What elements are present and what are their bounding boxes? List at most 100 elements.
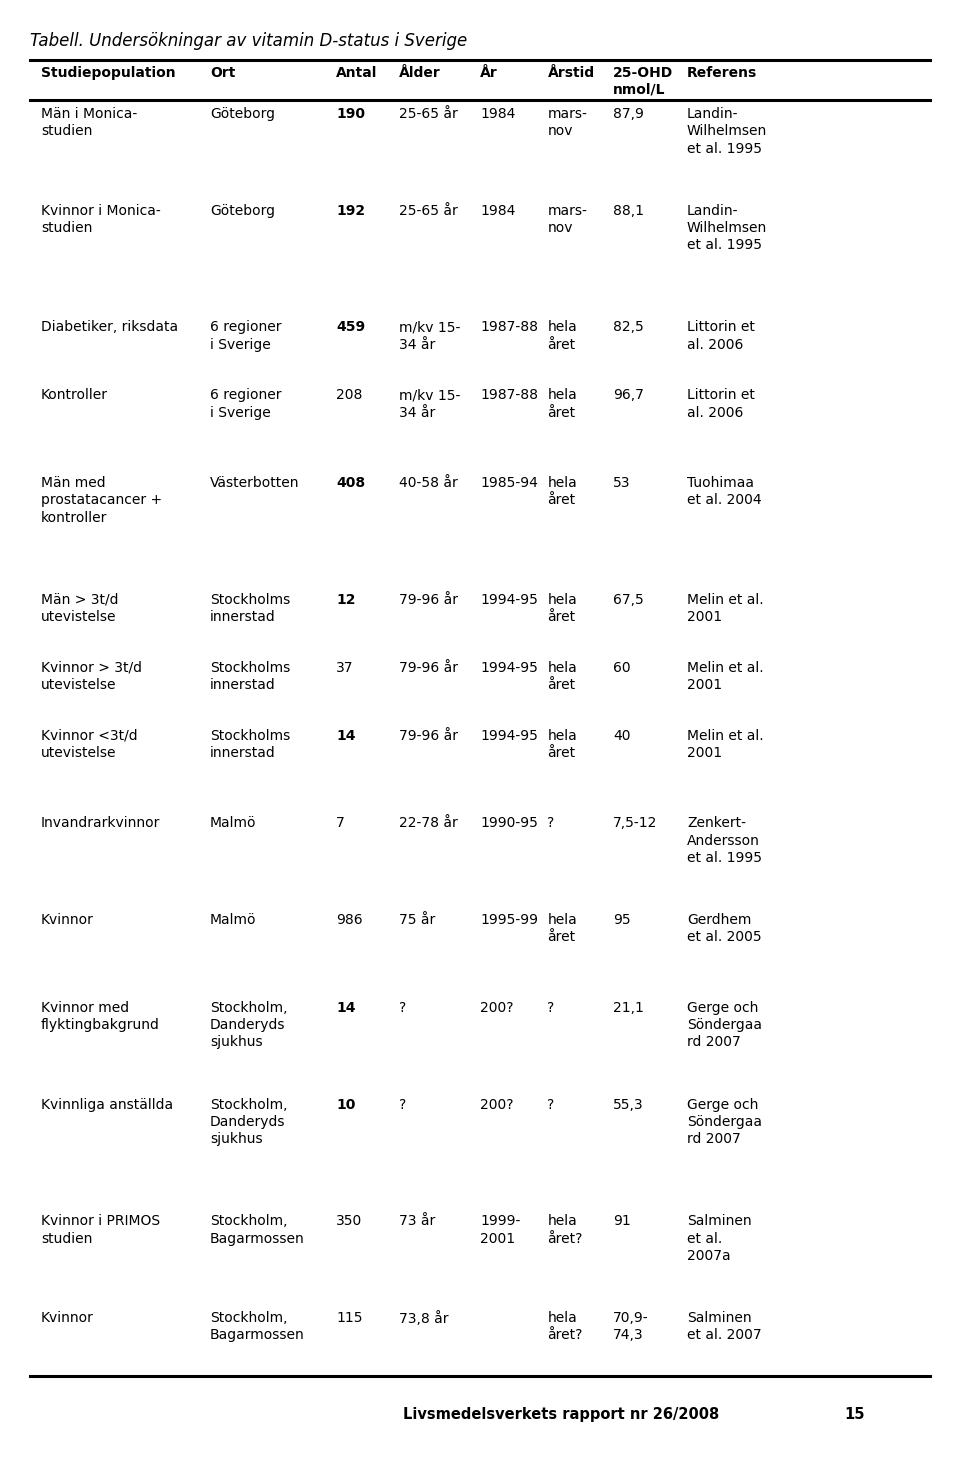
Text: Kontroller: Kontroller bbox=[40, 389, 108, 402]
Text: 1994-95: 1994-95 bbox=[480, 728, 538, 743]
Text: 986: 986 bbox=[336, 914, 363, 927]
Text: Stockholm,
Danderyds
sjukhus: Stockholm, Danderyds sjukhus bbox=[210, 1098, 287, 1146]
Text: 7: 7 bbox=[336, 816, 345, 830]
Text: 75 år: 75 år bbox=[399, 914, 435, 927]
Text: hela
året: hela året bbox=[547, 661, 577, 692]
Text: 25-65 år: 25-65 år bbox=[399, 203, 458, 218]
Text: Malmö: Malmö bbox=[210, 816, 256, 830]
Text: Stockholm,
Bagarmossen: Stockholm, Bagarmossen bbox=[210, 1311, 304, 1342]
Text: Gerge och
Söndergaa
rd 2007: Gerge och Söndergaa rd 2007 bbox=[687, 1098, 762, 1146]
Text: 40-58 år: 40-58 år bbox=[399, 477, 458, 490]
Text: 459: 459 bbox=[336, 320, 365, 335]
Text: Melin et al.
2001: Melin et al. 2001 bbox=[687, 728, 763, 760]
Text: Stockholm,
Danderyds
sjukhus: Stockholm, Danderyds sjukhus bbox=[210, 1001, 287, 1050]
Text: 192: 192 bbox=[336, 203, 365, 218]
Text: Studiepopulation: Studiepopulation bbox=[40, 66, 176, 80]
Text: 1994-95: 1994-95 bbox=[480, 594, 538, 607]
Text: År: År bbox=[480, 66, 497, 80]
Text: 1984: 1984 bbox=[480, 107, 516, 121]
Text: Salminen
et al.
2007a: Salminen et al. 2007a bbox=[687, 1215, 752, 1263]
Text: Kvinnor > 3t/d
utevistelse: Kvinnor > 3t/d utevistelse bbox=[40, 661, 142, 692]
Text: Kvinnor: Kvinnor bbox=[40, 1311, 94, 1325]
Text: hela
året: hela året bbox=[547, 914, 577, 944]
Text: Män med
prostatacancer +
kontroller: Män med prostatacancer + kontroller bbox=[40, 477, 162, 525]
Text: Referens: Referens bbox=[687, 66, 757, 80]
Text: m/kv 15-
34 år: m/kv 15- 34 år bbox=[399, 389, 461, 420]
Text: 1987-88: 1987-88 bbox=[480, 320, 538, 335]
Text: 37: 37 bbox=[336, 661, 353, 674]
Text: hela
året: hela året bbox=[547, 389, 577, 420]
Text: 73,8 år: 73,8 år bbox=[399, 1311, 448, 1326]
Text: Diabetiker, riksdata: Diabetiker, riksdata bbox=[40, 320, 178, 335]
Text: 79-96 år: 79-96 år bbox=[399, 728, 458, 743]
Text: Zenkert-
Andersson
et al. 1995: Zenkert- Andersson et al. 1995 bbox=[687, 816, 762, 866]
Text: Kvinnor <3t/d
utevistelse: Kvinnor <3t/d utevistelse bbox=[40, 728, 137, 760]
Text: ?: ? bbox=[547, 1098, 555, 1111]
Text: 190: 190 bbox=[336, 107, 365, 121]
Text: 1990-95: 1990-95 bbox=[480, 816, 538, 830]
Text: 25-65 år: 25-65 år bbox=[399, 107, 458, 121]
Text: 200?: 200? bbox=[480, 1001, 514, 1015]
Text: Salminen
et al. 2007: Salminen et al. 2007 bbox=[687, 1311, 761, 1342]
Text: 87,9: 87,9 bbox=[613, 107, 644, 121]
Text: Tabell. Undersökningar av vitamin D-status i Sverige: Tabell. Undersökningar av vitamin D-stat… bbox=[30, 32, 468, 50]
Text: 60: 60 bbox=[613, 661, 631, 674]
Text: Stockholm,
Bagarmossen: Stockholm, Bagarmossen bbox=[210, 1215, 304, 1246]
Text: 95: 95 bbox=[613, 914, 631, 927]
Text: hela
året: hela året bbox=[547, 477, 577, 507]
Text: 1995-99: 1995-99 bbox=[480, 914, 538, 927]
Text: 408: 408 bbox=[336, 477, 365, 490]
Text: Ålder: Ålder bbox=[399, 66, 441, 80]
Text: 200?: 200? bbox=[480, 1098, 514, 1111]
Text: Kvinnor i Monica-
studien: Kvinnor i Monica- studien bbox=[40, 203, 160, 235]
Text: Melin et al.
2001: Melin et al. 2001 bbox=[687, 594, 763, 624]
Text: 88,1: 88,1 bbox=[613, 203, 644, 218]
Text: Män i Monica-
studien: Män i Monica- studien bbox=[40, 107, 137, 139]
Text: 53: 53 bbox=[613, 477, 631, 490]
Text: Littorin et
al. 2006: Littorin et al. 2006 bbox=[687, 389, 755, 420]
Text: Kvinnor i PRIMOS
studien: Kvinnor i PRIMOS studien bbox=[40, 1215, 160, 1246]
Text: 1987-88: 1987-88 bbox=[480, 389, 538, 402]
Text: 55,3: 55,3 bbox=[613, 1098, 644, 1111]
Text: mars-
nov: mars- nov bbox=[547, 107, 588, 139]
Text: 1984: 1984 bbox=[480, 203, 516, 218]
Text: Kvinnor: Kvinnor bbox=[40, 914, 94, 927]
Text: Littorin et
al. 2006: Littorin et al. 2006 bbox=[687, 320, 755, 352]
Text: ?: ? bbox=[547, 1001, 555, 1015]
Text: hela
året: hela året bbox=[547, 320, 577, 352]
Text: hela
året: hela året bbox=[547, 594, 577, 624]
Text: Ort: Ort bbox=[210, 66, 235, 80]
Text: hela
året?: hela året? bbox=[547, 1311, 583, 1342]
Text: 115: 115 bbox=[336, 1311, 363, 1325]
Text: 6 regioner
i Sverige: 6 regioner i Sverige bbox=[210, 320, 281, 352]
Text: mars-
nov: mars- nov bbox=[547, 203, 588, 235]
Text: Västerbotten: Västerbotten bbox=[210, 477, 300, 490]
Text: 12: 12 bbox=[336, 594, 355, 607]
Text: Landin-
Wilhelmsen
et al. 1995: Landin- Wilhelmsen et al. 1995 bbox=[687, 203, 767, 253]
Text: Stockholms
innerstad: Stockholms innerstad bbox=[210, 594, 290, 624]
Text: 1999-
2001: 1999- 2001 bbox=[480, 1215, 520, 1246]
Text: ?: ? bbox=[399, 1001, 406, 1015]
Text: Göteborg: Göteborg bbox=[210, 203, 275, 218]
Text: 14: 14 bbox=[336, 1001, 355, 1015]
Text: 7,5-12: 7,5-12 bbox=[613, 816, 658, 830]
Text: 73 år: 73 år bbox=[399, 1215, 435, 1228]
Text: Årstid: Årstid bbox=[547, 66, 594, 80]
Text: 91: 91 bbox=[613, 1215, 631, 1228]
Text: Tuohimaa
et al. 2004: Tuohimaa et al. 2004 bbox=[687, 477, 761, 507]
Text: Kvinnliga anställda: Kvinnliga anställda bbox=[40, 1098, 173, 1111]
Text: Gerge och
Söndergaa
rd 2007: Gerge och Söndergaa rd 2007 bbox=[687, 1001, 762, 1050]
Text: Landin-
Wilhelmsen
et al. 1995: Landin- Wilhelmsen et al. 1995 bbox=[687, 107, 767, 155]
Text: ?: ? bbox=[399, 1098, 406, 1111]
Text: 82,5: 82,5 bbox=[613, 320, 644, 335]
Text: 350: 350 bbox=[336, 1215, 362, 1228]
Text: 1994-95: 1994-95 bbox=[480, 661, 538, 674]
Text: Malmö: Malmö bbox=[210, 914, 256, 927]
Text: 15: 15 bbox=[845, 1406, 865, 1423]
Text: Livsmedelsverkets rapport nr 26/2008: Livsmedelsverkets rapport nr 26/2008 bbox=[403, 1406, 719, 1423]
Text: 10: 10 bbox=[336, 1098, 355, 1111]
Text: Melin et al.
2001: Melin et al. 2001 bbox=[687, 661, 763, 692]
Text: 25-OHD
nmol/L: 25-OHD nmol/L bbox=[613, 66, 674, 96]
Text: 14: 14 bbox=[336, 728, 355, 743]
Text: Antal: Antal bbox=[336, 66, 377, 80]
